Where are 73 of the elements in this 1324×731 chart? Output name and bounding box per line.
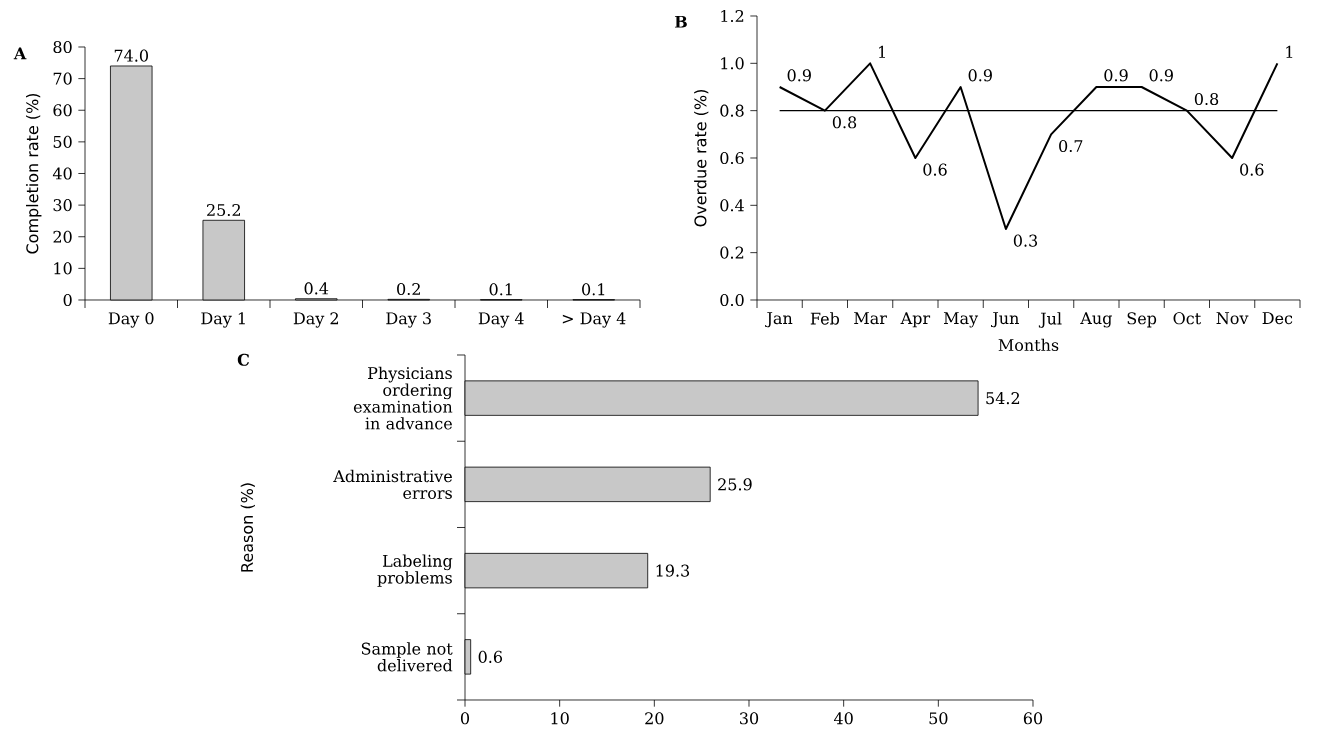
y-axis-title: Reason (%) [240,483,255,572]
x-tick-label: Nov [1216,312,1249,325]
x-tick-label: 30 [740,712,759,725]
data-label: 19.3 [656,564,690,577]
text: C [237,353,250,366]
data-label: 0.1 [489,283,512,296]
x-tick-label: Jul [1038,312,1062,328]
x-tick-label: 40 [833,712,853,725]
x-tick-label: 10 [551,712,569,725]
data-label: 0.9 [787,69,811,82]
data-label: 0.7 [1059,139,1083,153]
chart-title: A [13,47,27,60]
data-label: 54.2 [986,392,1020,405]
data-label: 0.8 [832,116,857,129]
y-tick-label: Physicians ordering examination in advance [353,366,453,430]
x-tick-label: 20 [645,712,664,725]
x-tick-label: Day 3 [386,312,431,328]
y-axis-title: Completion rate (%) [25,93,42,254]
y-tick-label: 1.2 [721,9,744,23]
x-axis-title: Months [998,338,1059,352]
data-label: 0.9 [1104,69,1128,82]
y-tick-label: 40 [52,167,72,180]
x-tick-label: Day 0 [108,312,154,328]
data-label: 25.9 [718,478,752,491]
x-tick-label: Aug [1080,312,1112,328]
x-tick-label: 0 [460,712,470,725]
data-label: 0.6 [923,163,947,176]
y-tick-label: Labeling problems [377,554,453,587]
data-label: 0.6 [478,650,503,663]
x-tick-label: > Day 4 [562,312,626,328]
y-tick-label: 60 [53,104,72,117]
y-tick-label: 70 [53,72,72,85]
data-label: 0.3 [1013,234,1038,247]
x-tick-label: Apr [900,312,931,328]
x-tick-label: Oct [1173,312,1201,325]
data-label: 0.9 [1149,69,1173,82]
y-tick-label: 30 [53,199,72,212]
x-tick-label: May [943,312,979,328]
y-axis-title: Overdue rate (%) [694,90,709,227]
y-tick-label: 0.8 [720,104,744,117]
y-tick-label: 20 [53,230,72,243]
y-tick-label: 0.4 [720,199,744,212]
y-tick-label: 80 [53,40,72,54]
data-label: 0.9 [968,69,992,82]
data-label: 1 [879,45,885,58]
x-tick-label: Jun [991,312,1019,328]
x-tick-label: Day 4 [478,312,524,328]
x-tick-label: Feb [810,312,840,325]
y-tick-label: 0.6 [720,151,744,165]
data-label: 74.0 [114,49,148,62]
x-tick-label: Jan [765,312,793,328]
y-tick-label: Sample not delivered [361,642,453,672]
data-label: 0.1 [582,283,605,296]
y-tick-label: 0 [63,293,72,307]
chart-title: B [674,15,687,28]
data-label: 1 [1286,45,1293,58]
y-tick-label: 50 [53,135,72,148]
x-tick-label: 60 [1023,712,1043,725]
y-tick-label: 1.0 [721,57,744,70]
y-tick-label: Administrative errors [333,469,452,499]
y-tick-label: 10 [54,262,72,275]
y-tick-label: 0.0 [720,293,744,307]
data-label: 0.6 [1240,163,1264,176]
x-tick-label: Day 1 [201,312,245,328]
x-tick-label: Mar [854,312,887,325]
data-label: 0.8 [1194,92,1219,106]
data-label: 25.2 [207,203,240,217]
x-tick-label: 50 [929,712,948,725]
data-label: 0.4 [304,282,329,295]
x-tick-label: Sep [1127,312,1157,328]
y-tick-label: 0.2 [720,246,744,259]
x-tick-label: Day 2 [293,312,339,328]
x-tick-label: Dec [1262,312,1293,325]
